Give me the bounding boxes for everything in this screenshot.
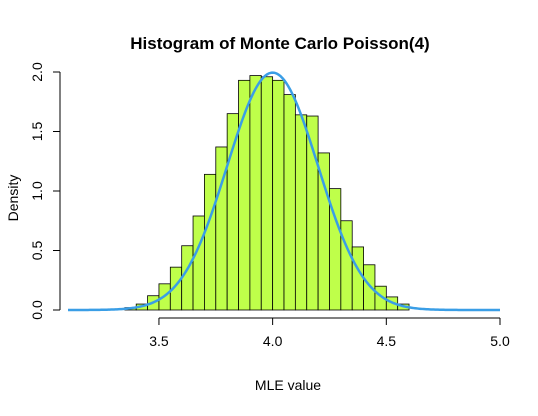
y-tick-label: 1.0 — [29, 181, 45, 201]
x-axis-ticks: 3.5 4.0 4.5 5.0 — [149, 318, 510, 349]
histogram-bar — [363, 264, 376, 311]
chart-title: Histogram of Monte Carlo Poisson(4) — [130, 34, 429, 53]
histogram-bar — [283, 94, 296, 311]
density-curve — [68, 71, 500, 312]
y-tick-label: 2.0 — [29, 62, 45, 82]
y-tick-label: 1.5 — [29, 122, 45, 142]
x-tick-label: 5.0 — [490, 333, 510, 349]
y-tick-label: 0.0 — [29, 300, 45, 320]
histogram-bar — [192, 215, 205, 311]
x-tick-label: 4.5 — [377, 333, 397, 349]
x-tick-label: 4.0 — [263, 333, 283, 349]
x-axis-label: MLE value — [255, 377, 321, 393]
y-axis-label: Density — [5, 175, 21, 222]
x-tick-label: 3.5 — [149, 333, 169, 349]
histogram-bar — [226, 113, 239, 311]
histogram-bar — [260, 76, 274, 311]
y-tick-label: 0.5 — [29, 241, 45, 261]
histogram-bar — [249, 75, 262, 311]
histogram-bars — [124, 75, 410, 311]
histogram-bar — [294, 114, 308, 311]
y-axis-ticks: 0.0 0.5 1.0 1.5 2.0 — [29, 62, 60, 320]
histogram-bar — [351, 246, 364, 311]
histogram-bar — [204, 173, 217, 311]
histogram-bar — [317, 152, 330, 311]
histogram-bar — [272, 79, 285, 311]
histogram-bar — [181, 245, 194, 311]
